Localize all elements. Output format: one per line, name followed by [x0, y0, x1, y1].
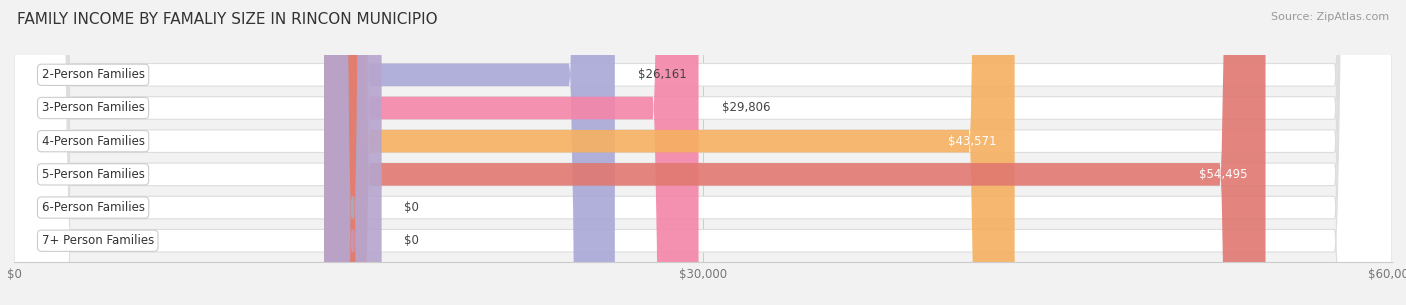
Text: FAMILY INCOME BY FAMALIY SIZE IN RINCON MUNICIPIO: FAMILY INCOME BY FAMALIY SIZE IN RINCON … — [17, 12, 437, 27]
Text: 5-Person Families: 5-Person Families — [42, 168, 145, 181]
FancyBboxPatch shape — [14, 0, 1392, 305]
FancyBboxPatch shape — [14, 0, 1392, 305]
FancyBboxPatch shape — [325, 0, 381, 305]
Text: $43,571: $43,571 — [948, 135, 997, 148]
FancyBboxPatch shape — [325, 0, 1265, 305]
Text: 6-Person Families: 6-Person Families — [42, 201, 145, 214]
FancyBboxPatch shape — [14, 0, 1392, 305]
FancyBboxPatch shape — [14, 0, 1392, 305]
FancyBboxPatch shape — [325, 0, 614, 305]
Text: $54,495: $54,495 — [1199, 168, 1247, 181]
FancyBboxPatch shape — [325, 0, 1015, 305]
FancyBboxPatch shape — [14, 0, 1392, 305]
Text: 4-Person Families: 4-Person Families — [42, 135, 145, 148]
Text: $0: $0 — [405, 234, 419, 247]
Text: 3-Person Families: 3-Person Families — [42, 102, 145, 114]
Text: $0: $0 — [405, 201, 419, 214]
Text: Source: ZipAtlas.com: Source: ZipAtlas.com — [1271, 12, 1389, 22]
Text: 7+ Person Families: 7+ Person Families — [42, 234, 153, 247]
Text: $26,161: $26,161 — [638, 68, 686, 81]
FancyBboxPatch shape — [325, 0, 381, 305]
FancyBboxPatch shape — [14, 0, 1392, 305]
Text: 2-Person Families: 2-Person Families — [42, 68, 145, 81]
Text: $29,806: $29,806 — [721, 102, 770, 114]
FancyBboxPatch shape — [325, 0, 699, 305]
